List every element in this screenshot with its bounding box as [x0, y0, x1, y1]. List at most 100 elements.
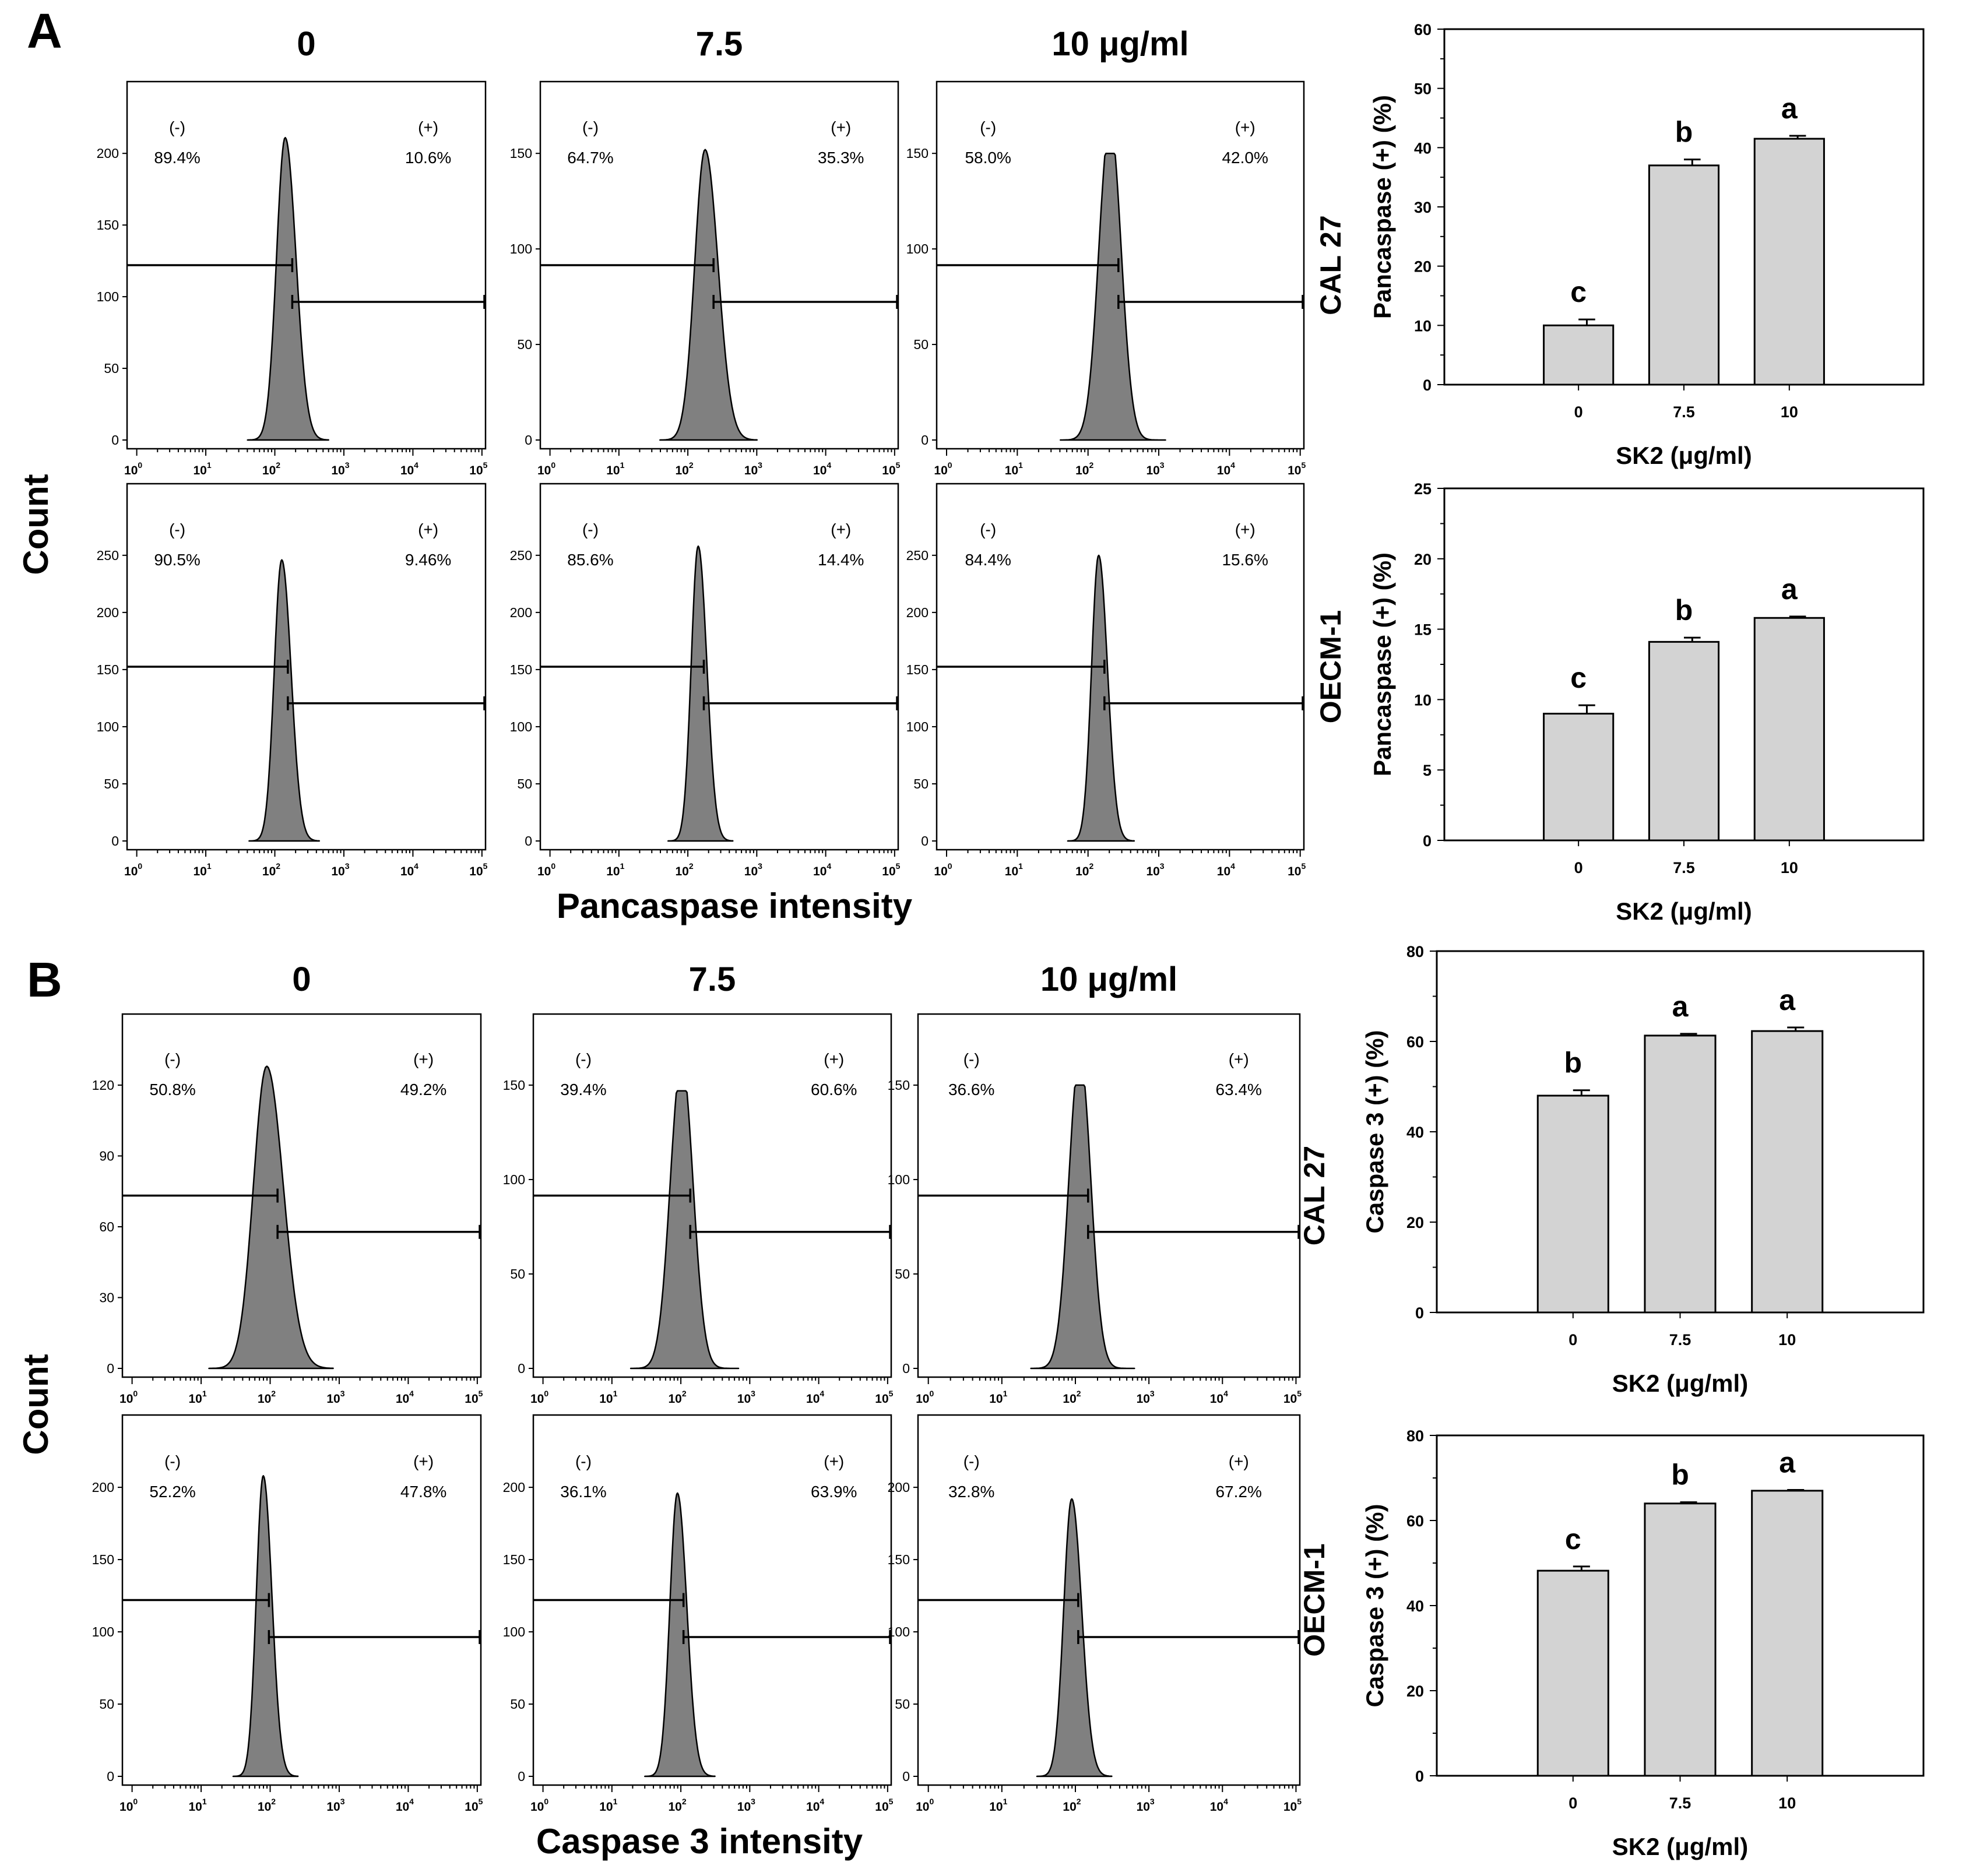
histogram-curve	[659, 149, 758, 441]
x-tick-exponent: 0	[544, 1797, 548, 1806]
y-tick-label: 200	[97, 605, 119, 620]
x-tick-label: 100	[119, 1389, 138, 1406]
y-tick-label: 100	[97, 719, 119, 734]
x-tick-exponent: 4	[820, 1797, 824, 1806]
negative-gate-sign: (-)	[963, 1050, 980, 1068]
y-tick-label: 150	[888, 1552, 910, 1567]
x-tick-label: 105	[1283, 1389, 1302, 1406]
x-tick-exponent: 3	[1150, 1797, 1155, 1806]
y-tick-label: 100	[510, 719, 532, 734]
cell-line-label: CAL 27	[1314, 215, 1347, 315]
x-tick-label: 103	[1146, 460, 1164, 477]
x-tick-exponent: 4	[409, 1797, 414, 1806]
y-tick-label: 120	[92, 1078, 114, 1093]
y-tick-label: 150	[503, 1552, 525, 1567]
negative-gate-percent: 32.8%	[948, 1483, 994, 1501]
x-tick-label: 104	[806, 1797, 824, 1814]
positive-gate-percent: 63.4%	[1215, 1080, 1261, 1099]
x-tick-exponent: 0	[551, 861, 555, 871]
x-tick-label: 100	[124, 460, 142, 477]
x-tick-label: 105	[469, 460, 487, 477]
x-tick-exponent: 4	[1230, 460, 1235, 470]
x-tick-exponent: 1	[202, 1797, 207, 1806]
x-tick-label: 104	[400, 861, 418, 878]
x-tick-exponent: 2	[1077, 1797, 1081, 1806]
y-tick-label: 0	[525, 833, 532, 849]
x-tick-exponent: 2	[682, 1389, 687, 1398]
x-tick-exponent: 3	[340, 1797, 345, 1806]
x-tick-label: 102	[1063, 1389, 1081, 1406]
x-tick-exponent: 5	[1297, 1797, 1302, 1806]
x-tick-exponent: 2	[276, 460, 280, 470]
positive-gate-percent: 63.9%	[811, 1483, 857, 1501]
bar-y-tick-label: 30	[1414, 199, 1432, 216]
x-tick-label: 101	[193, 861, 211, 878]
negative-gate-sign: (-)	[169, 118, 185, 136]
bar-y-axis-label: Pancaspase (+) (%)	[1369, 95, 1396, 319]
bar-10	[1753, 617, 1825, 842]
x-tick-label: 103	[1146, 861, 1164, 878]
x-tick-label: 103	[326, 1797, 344, 1814]
bar-y-tick-label: 0	[1415, 1304, 1424, 1322]
y-tick-label: 100	[510, 241, 532, 256]
y-tick-label: 0	[518, 1361, 525, 1376]
negative-gate-percent: 85.6%	[567, 551, 613, 569]
x-tick-label: 104	[813, 460, 831, 477]
y-tick-label: 50	[510, 1697, 525, 1712]
x-tick-exponent: 5	[483, 861, 488, 871]
y-tick-label: 0	[518, 1769, 525, 1784]
x-tick-label: 104	[396, 1389, 414, 1406]
cell-line-label: OECM-1	[1298, 1543, 1331, 1656]
x-tick-exponent: 1	[1003, 1389, 1008, 1398]
x-tick-label: 105	[875, 1389, 893, 1406]
x-tick-exponent: 0	[138, 861, 142, 871]
x-tick-exponent: 4	[1223, 1389, 1228, 1398]
bar-chart-oecm-1-b: 0 20 40 60 80 0 c 7.5 b 10 a SK2 (μg/ml) Caspase 3 (…	[1361, 1427, 1925, 1860]
significance-letter: b	[1675, 594, 1693, 626]
bar-x-axis-label: SK2 (μg/ml)	[1616, 897, 1752, 925]
bar-y-tick-label: 20	[1406, 1214, 1424, 1231]
panel-letter: A	[27, 3, 62, 58]
positive-gate-sign: (+)	[413, 1050, 434, 1068]
bar-y-tick-label: 60	[1414, 21, 1432, 38]
x-tick-exponent: 3	[340, 1389, 345, 1398]
x-tick-label: 102	[669, 1389, 687, 1406]
positive-gate-sign: (+)	[824, 1050, 844, 1068]
x-tick-exponent: 0	[138, 460, 142, 470]
histogram-y-axis-label: Count	[16, 1354, 55, 1455]
bar-category-label: 0	[1574, 859, 1583, 877]
x-tick-exponent: 5	[889, 1797, 894, 1806]
positive-gate-sign: (+)	[831, 520, 851, 538]
x-tick-exponent: 2	[1089, 460, 1093, 470]
x-tick-exponent: 4	[820, 1389, 824, 1398]
column-title: 7.5	[696, 25, 743, 63]
bar-x-axis-label: SK2 (μg/ml)	[1612, 1833, 1748, 1860]
x-tick-label: 104	[806, 1389, 824, 1406]
y-tick-label: 50	[99, 1697, 114, 1712]
x-tick-label: 104	[400, 460, 418, 477]
histogram-curve	[1060, 152, 1166, 441]
y-tick-label: 50	[517, 337, 532, 352]
positive-gate-percent: 42.0%	[1222, 149, 1268, 167]
histogram-curve	[629, 1090, 740, 1370]
bar-y-tick-label: 40	[1406, 1597, 1424, 1615]
bar-7.5	[1648, 640, 1720, 842]
bar-chart-cal-27-b: 0 20 40 60 80 0 b 7.5 a 10 a SK2 (μg/ml) Caspase 3 (…	[1361, 943, 1925, 1397]
negative-gate-sign: (-)	[582, 520, 599, 538]
histogram-curve	[1030, 1084, 1135, 1370]
bar-x-axis-label: SK2 (μg/ml)	[1616, 442, 1752, 469]
negative-gate-sign: (-)	[575, 1050, 592, 1068]
x-tick-label: 100	[537, 460, 555, 477]
bar-0	[1543, 713, 1615, 842]
x-tick-label: 105	[1288, 861, 1306, 878]
bar-y-tick-label: 60	[1406, 1033, 1424, 1051]
x-tick-label: 104	[1210, 1389, 1228, 1406]
x-tick-label: 105	[465, 1797, 483, 1814]
bar-category-label: 0	[1568, 1331, 1577, 1349]
